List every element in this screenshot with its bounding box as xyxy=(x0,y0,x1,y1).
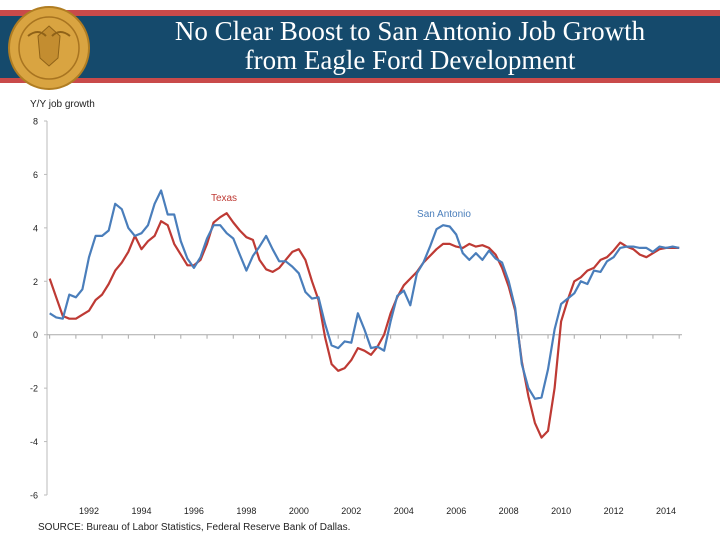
title-line-2: from Eagle Ford Development xyxy=(244,45,576,75)
y-tick-label: 8 xyxy=(33,117,38,127)
annotation-texas: Texas xyxy=(211,193,237,204)
y-tick-label: 4 xyxy=(33,223,38,233)
federal-reserve-seal-logo xyxy=(8,6,90,90)
y-tick-label: -6 xyxy=(30,491,38,501)
x-tick-label: 2010 xyxy=(551,506,571,516)
title-line-1: No Clear Boost to San Antonio Job Growth xyxy=(174,16,646,46)
x-tick-label: 2012 xyxy=(604,506,624,516)
x-tick-label: 2000 xyxy=(289,506,309,516)
header-stripe-bottom xyxy=(0,78,720,83)
source-note: SOURCE: Bureau of Labor Statistics, Fede… xyxy=(38,522,351,533)
x-tick-label: 1998 xyxy=(236,506,256,516)
x-tick-label: 2008 xyxy=(499,506,519,516)
series-line-texas xyxy=(48,212,680,439)
x-tick-label: 2014 xyxy=(656,506,676,516)
header-band xyxy=(0,16,720,78)
y-tick-label: 0 xyxy=(33,330,38,340)
x-tick-label: 1994 xyxy=(131,506,151,516)
annotation-san-antonio: San Antonio xyxy=(417,209,471,220)
y-tick-label: 6 xyxy=(33,170,38,180)
series-line-san-antonio xyxy=(49,189,680,400)
x-tick-label: 1992 xyxy=(79,506,99,516)
x-tick-label: 1996 xyxy=(184,506,204,516)
page-title: No Clear Boost to San Antonio Job Growth… xyxy=(100,17,720,75)
x-tick-label: 2002 xyxy=(341,506,361,516)
y-tick-label: -2 xyxy=(30,384,38,394)
header-stripe-top xyxy=(0,10,720,16)
y-tick-label: -4 xyxy=(30,437,38,447)
x-tick-label: 2006 xyxy=(446,506,466,516)
y-tick-label: 2 xyxy=(33,277,38,287)
y-axis-label: Y/Y job growth xyxy=(30,99,95,110)
x-tick-label: 2004 xyxy=(394,506,414,516)
